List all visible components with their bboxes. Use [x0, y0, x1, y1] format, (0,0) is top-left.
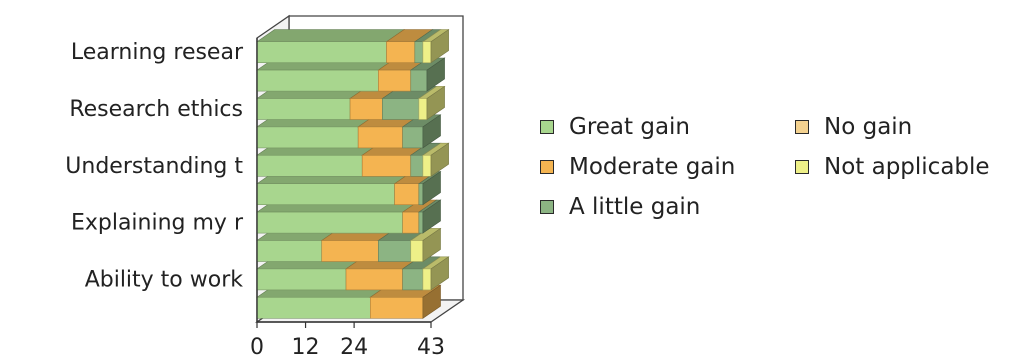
bar-0-a-little-gain — [414, 41, 424, 64]
bar-1-great-gain — [256, 69, 379, 92]
bar-2-not-applicable-side — [426, 85, 445, 121]
category-label: Understanding t — [65, 154, 243, 179]
bar-3-great-gain — [256, 126, 359, 149]
legend-label: No gain — [824, 114, 913, 140]
bar-6-moderate-gain — [402, 211, 420, 234]
legend-swatch-moderate-gain — [540, 160, 554, 174]
bar-1-moderate-gain — [378, 69, 412, 92]
bar-7-not-applicable — [410, 240, 424, 262]
bar-0-not-applicable — [422, 41, 432, 64]
bar-8-great-gain — [256, 268, 347, 291]
legend-swatch-not-applicable — [795, 160, 809, 174]
bar-4-moderate-gain — [361, 154, 412, 177]
bar-1-a-little-gain — [410, 69, 428, 92]
bar-4-great-gain — [256, 154, 363, 177]
bar-7-not-applicable-side — [422, 227, 441, 263]
bar-5-moderate-gain — [394, 183, 420, 206]
legend-item-great-gain: Great gain — [540, 114, 690, 140]
bar-3-a-little-gain-side — [422, 114, 441, 149]
bar-0-great-gain — [256, 41, 387, 64]
x-tick-label: 0 — [250, 335, 264, 360]
bar-2-moderate-gain — [349, 98, 383, 120]
legend-swatch-great-gain — [540, 120, 554, 134]
bar-6-a-little-gain-side — [422, 199, 441, 234]
bar-4-not-applicable — [422, 154, 432, 177]
bar-0-moderate-gain — [386, 41, 416, 64]
bar-7-moderate-gain — [321, 240, 379, 262]
legend-label: A little gain — [569, 194, 701, 220]
bar-6-a-little-gain — [418, 211, 424, 234]
category-label: Research ethics — [69, 97, 243, 122]
bar-8-a-little-gain — [402, 268, 424, 291]
bar-3-moderate-gain — [357, 126, 403, 149]
bar-9-moderate-gain — [370, 296, 424, 319]
legend-item-not-applicable: Not applicable — [795, 154, 990, 180]
x-tick-label: 12 — [292, 335, 320, 360]
x-tick-label: 24 — [340, 335, 368, 360]
bar-7-a-little-gain — [378, 240, 412, 262]
x-tick-label: 43 — [417, 335, 445, 360]
bar-1-a-little-gain-side — [426, 57, 445, 92]
bar-9-moderate-gain-side — [422, 284, 441, 319]
legend-label: Not applicable — [824, 154, 990, 180]
bar-2-a-little-gain — [382, 98, 420, 120]
legend-item-moderate-gain: Moderate gain — [540, 154, 735, 180]
bar-5-a-little-gain — [418, 183, 424, 206]
bar-5-a-little-gain-side — [422, 171, 441, 206]
bar-4-not-applicable-side — [430, 142, 449, 177]
bar-2-not-applicable — [418, 98, 428, 120]
bar-8-not-applicable-side — [430, 256, 449, 291]
category-label: Learning resear — [71, 40, 244, 65]
stacked-bar-chart: Learning resear Research ethics Understand… — [65, 14, 466, 360]
bar-3-a-little-gain — [402, 126, 424, 149]
bar-5-great-gain — [256, 183, 395, 206]
legend-item-no-gain: No gain — [795, 114, 912, 140]
bar-8-not-applicable — [422, 268, 432, 291]
bar-6-great-gain — [256, 211, 403, 234]
bar-2-great-gain — [256, 98, 351, 120]
bar-8-moderate-gain — [345, 268, 403, 291]
category-label: Explaining my r — [71, 211, 244, 236]
bar-4-a-little-gain — [410, 154, 424, 177]
legend-label: Great gain — [569, 114, 691, 140]
legend-swatch-a-little-gain — [540, 200, 554, 214]
bar-7-great-gain — [256, 240, 323, 262]
chart-legend: Great gain No gain Moderate gain Not app… — [540, 114, 1030, 234]
bar-0-great-gain-top — [256, 29, 406, 42]
category-label: Ability to work — [85, 267, 244, 292]
bar-0-not-applicable-side — [430, 29, 449, 64]
legend-label: Moderate gain — [569, 154, 736, 180]
legend-swatch-no-gain — [795, 120, 809, 134]
legend-item-a-little-gain: A little gain — [540, 194, 700, 220]
bar-9-great-gain — [256, 296, 371, 319]
